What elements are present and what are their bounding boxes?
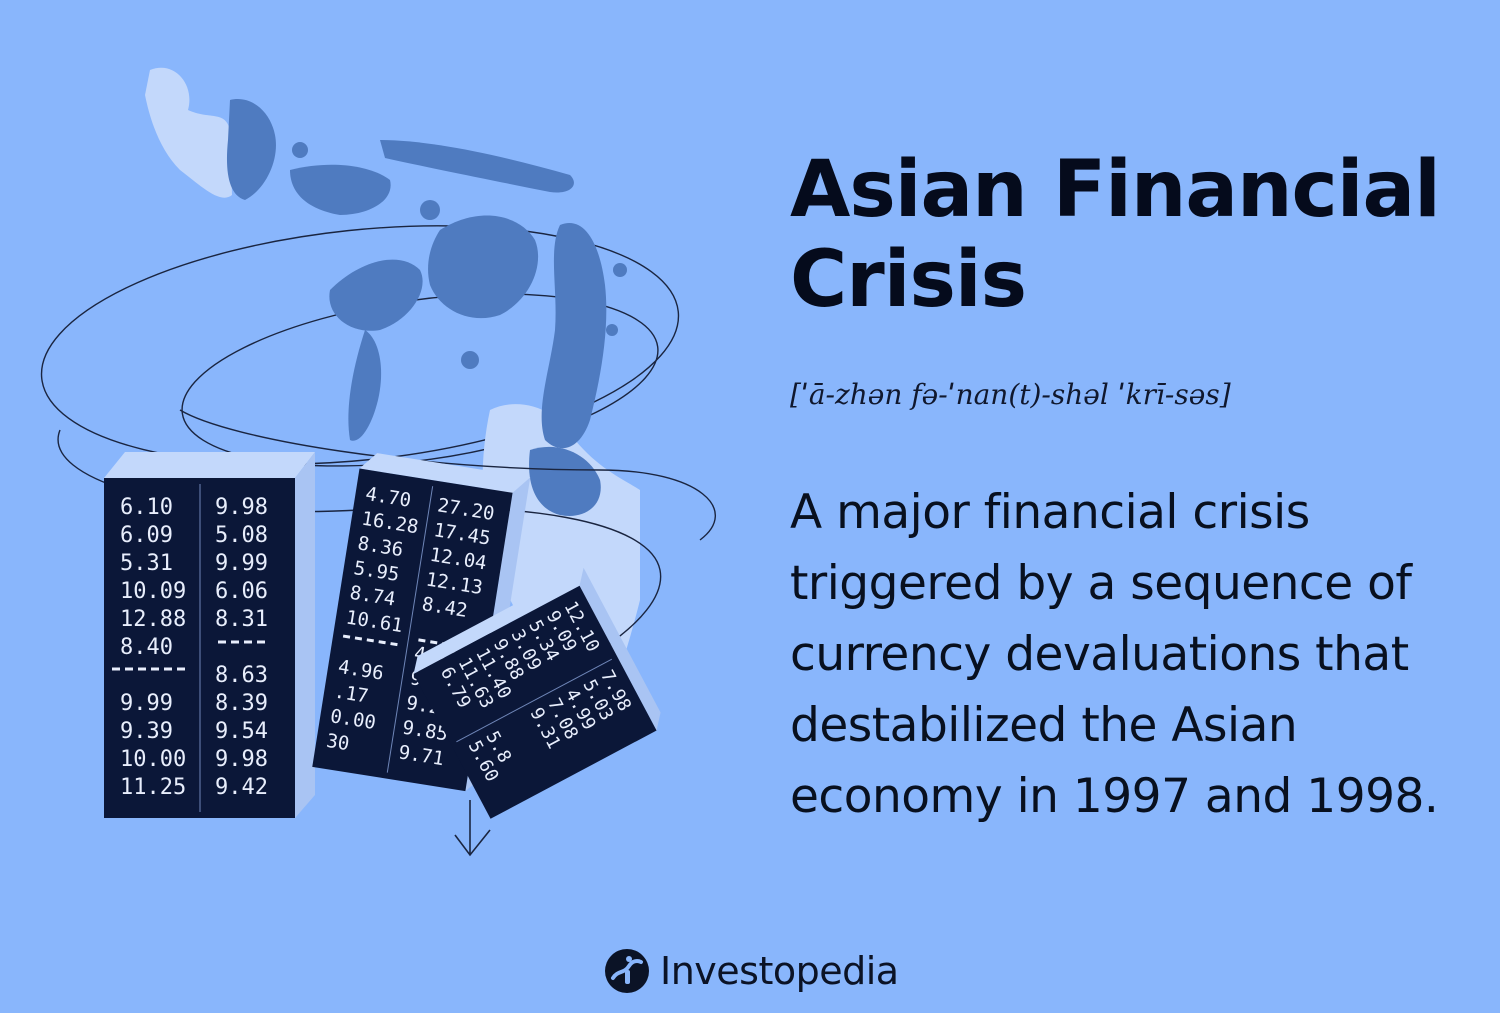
block2-col1-7: .17 — [333, 680, 370, 707]
block1-col2-3: 6.06 — [215, 579, 268, 604]
term-title-line1: Asian Financial — [790, 145, 1441, 235]
block1-col1-8: 10.00 — [120, 747, 186, 772]
block1-col2-5: 8.63 — [215, 663, 268, 688]
block1-col1-9: 11.25 — [120, 775, 186, 800]
block1-col1-0: 6.10 — [120, 495, 173, 520]
block1-col1-6: 9.99 — [120, 691, 173, 716]
block1-col2-0: 9.98 — [215, 495, 268, 520]
block1-col2-9: 9.42 — [215, 775, 268, 800]
term-title: Asian Financial Crisis — [790, 145, 1480, 325]
pronunciation: [ˈā-zhən fə-ˈnan(t)-shəl ˈkrī-səs] — [790, 378, 1231, 411]
block1-col1-2: 5.31 — [120, 551, 173, 576]
block1-col1-3: 10.09 — [120, 579, 186, 604]
term-title-line2: Crisis — [790, 235, 1027, 325]
block1-col1-4: 12.88 — [120, 607, 186, 632]
block1-col1-5: 8.40 — [120, 635, 173, 660]
block1-col2-7: 9.54 — [215, 719, 268, 744]
block1-col2-6: 8.39 — [215, 691, 268, 716]
block1-col2-1: 5.08 — [215, 523, 268, 548]
number-block-3: 12.10 9.09 5.34 3.09 9.88 11.40 11.63 6.… — [413, 567, 661, 819]
brand-lockup: Investopedia — [604, 945, 899, 997]
investopedia-logo-icon — [605, 949, 649, 993]
number-block-1: 6.10 6.09 5.31 10.09 12.88 8.40 9.99 9.3… — [104, 452, 315, 818]
block1-col2-8: 9.98 — [215, 747, 268, 772]
block2-col1-9: 30 — [325, 730, 351, 755]
block1-col1-1: 6.09 — [120, 523, 173, 548]
block1-col2-4: 8.31 — [215, 607, 268, 632]
asia-map-illustration: 6.10 6.09 5.31 10.09 12.88 8.40 9.99 9.3… — [40, 67, 717, 857]
block1-col1-7: 9.39 — [120, 719, 173, 744]
block1-col2-2: 9.99 — [215, 551, 268, 576]
definition-text: A major financial crisis triggered by a … — [790, 485, 1439, 824]
brand-name: Investopedia — [660, 949, 899, 993]
